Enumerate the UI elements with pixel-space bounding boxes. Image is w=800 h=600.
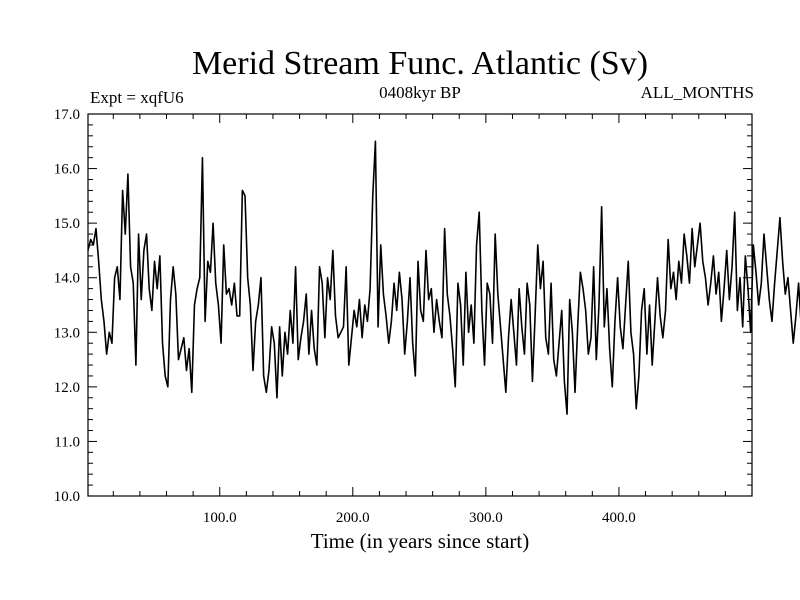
y-tick-label: 16.0 — [54, 162, 80, 178]
y-tick-label: 11.0 — [54, 434, 80, 450]
y-tick-label: 15.0 — [54, 216, 80, 232]
months-label: ALL_MONTHS — [641, 83, 754, 102]
chart-title: Merid Stream Func. Atlantic (Sv) — [192, 45, 648, 82]
y-tick-label: 13.0 — [54, 325, 80, 341]
y-tick-label: 14.0 — [54, 271, 80, 287]
y-axis-ticks: 10.0 11.0 12.0 13.0 14.0 15.0 16.0 17.0 — [54, 107, 752, 505]
y-tick-label: 17.0 — [54, 107, 80, 123]
x-axis-ticks: 100.0 200.0 300.0 400.0 — [112, 114, 726, 526]
x-tick-label: 400.0 — [602, 510, 636, 526]
x-tick-label: 300.0 — [469, 510, 503, 526]
series-line — [87, 140, 800, 415]
x-tick-label: 100.0 — [203, 510, 237, 526]
y-tick-label: 12.0 — [54, 380, 80, 396]
period-label: 0408kyr BP — [379, 83, 461, 102]
x-axis-label: Time (in years since start) — [311, 529, 530, 553]
experiment-label: Expt = xqfU6 — [90, 88, 184, 107]
y-tick-label: 10.0 — [54, 489, 80, 505]
x-tick-label: 200.0 — [336, 510, 370, 526]
